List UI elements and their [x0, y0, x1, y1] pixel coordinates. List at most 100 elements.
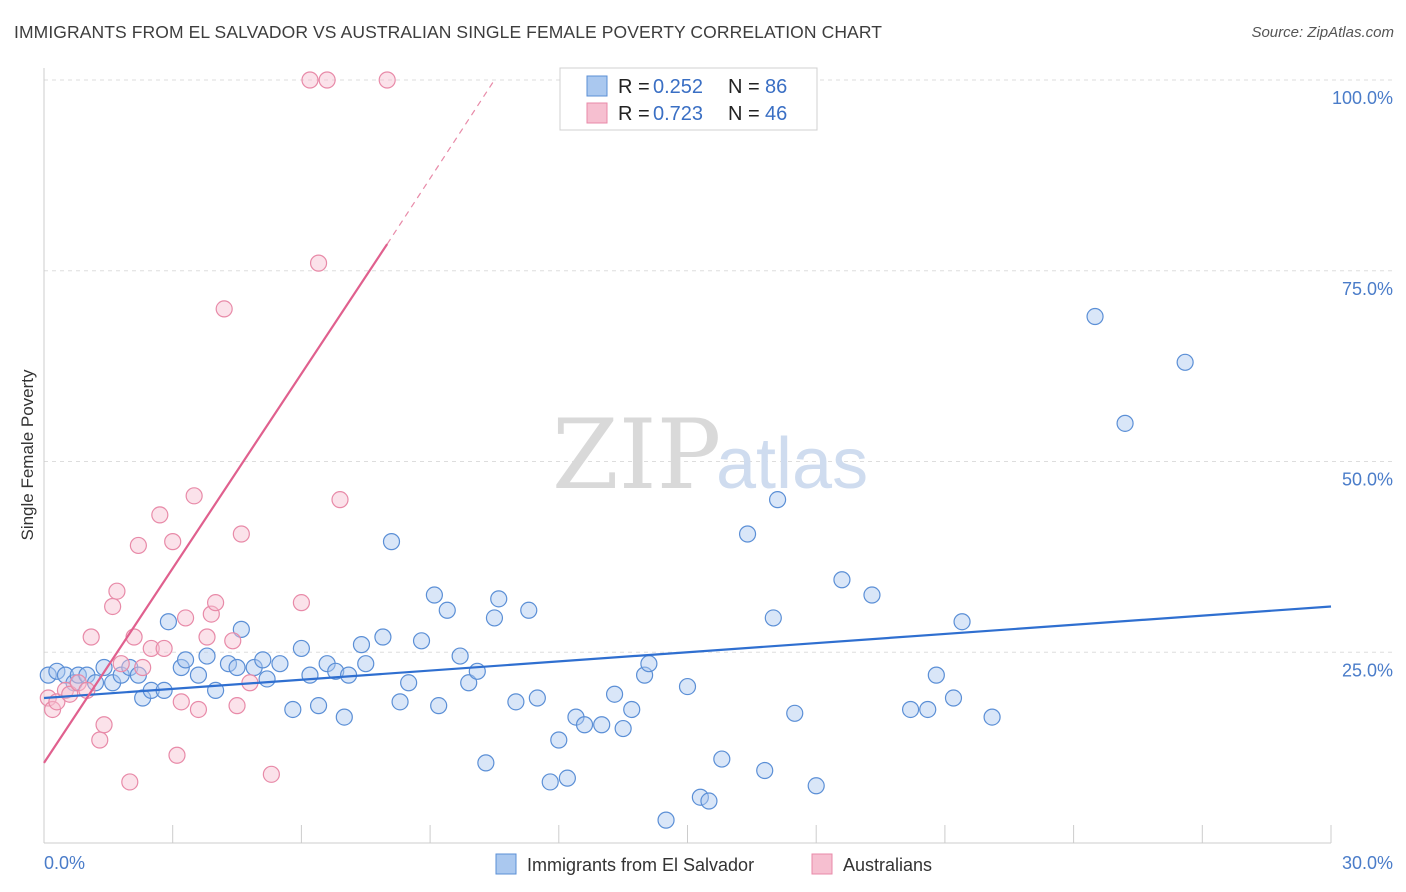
- trend-line-blue: [43, 605, 1332, 700]
- data-point: [82, 628, 100, 646]
- data-point: [983, 708, 1001, 726]
- trend-lines: [43, 79, 1332, 764]
- watermark-atlas: atlas: [716, 424, 868, 504]
- data-point: [657, 811, 675, 829]
- data-point: [391, 693, 409, 711]
- data-point: [219, 655, 238, 673]
- data-point: [258, 670, 276, 688]
- legend-n-label-blue: N =: [728, 76, 760, 98]
- data-point: [768, 491, 787, 509]
- data-point: [335, 708, 353, 726]
- bottom-legend-label-blue: Immigrants from El Salvador: [527, 855, 754, 875]
- data-point: [901, 700, 920, 719]
- data-point: [228, 697, 246, 715]
- data-point: [430, 697, 448, 715]
- series-legend: Immigrants from El Salvador Australians: [495, 853, 932, 875]
- chart-title: IMMIGRANTS FROM EL SALVADOR VS AUSTRALIA…: [14, 22, 883, 42]
- data-point: [1116, 414, 1134, 432]
- data-point: [207, 594, 225, 612]
- data-point: [528, 689, 546, 707]
- data-point: [713, 750, 731, 768]
- data-point: [520, 601, 538, 619]
- data-point: [327, 662, 345, 680]
- data-point: [623, 700, 641, 719]
- data-point: [1086, 307, 1104, 326]
- data-point: [159, 613, 178, 631]
- data-point: [39, 666, 57, 684]
- data-point: [284, 700, 302, 719]
- y-tick-label: 50.0%: [1342, 470, 1393, 490]
- data-point: [104, 597, 122, 616]
- data-point: [301, 71, 319, 89]
- y-tick-label: 75.0%: [1342, 279, 1393, 299]
- data-point: [142, 639, 160, 658]
- data-point: [451, 647, 469, 665]
- data-point: [232, 620, 250, 638]
- watermark-zip: ZIP: [552, 399, 721, 511]
- data-point: [944, 689, 963, 707]
- data-point: [112, 655, 130, 673]
- data-point: [700, 792, 718, 810]
- data-point: [228, 658, 246, 677]
- data-point: [318, 71, 336, 89]
- data-point: [477, 754, 495, 772]
- data-point: [1176, 353, 1194, 371]
- legend-r-value-blue: 0.252: [653, 76, 703, 98]
- data-point: [927, 666, 945, 684]
- data-point: [309, 697, 328, 715]
- data-point: [271, 655, 289, 673]
- data-point: [400, 674, 418, 692]
- x-minor-ticks: [172, 825, 1332, 843]
- data-point: [155, 639, 173, 658]
- data-point: [919, 700, 937, 719]
- legend-r-label-pink: R =: [618, 103, 650, 125]
- data-point: [507, 693, 525, 711]
- data-point: [558, 769, 576, 787]
- data-point: [357, 655, 375, 673]
- data-point: [232, 525, 250, 543]
- legend-r-label-blue: R =: [618, 76, 650, 98]
- data-point: [485, 609, 504, 627]
- data-point: [833, 571, 851, 589]
- legend-swatch-blue: [586, 75, 608, 97]
- data-point: [764, 609, 782, 627]
- bottom-legend-swatch-pink: [811, 853, 833, 875]
- data-point: [61, 685, 79, 703]
- data-point: [309, 254, 328, 272]
- data-point: [151, 506, 169, 524]
- data-point: [352, 636, 371, 654]
- data-point: [48, 662, 66, 680]
- x-tick-label-min: 0.0%: [44, 853, 85, 873]
- data-point: [575, 716, 594, 734]
- data-point: [640, 655, 658, 673]
- data-point: [198, 647, 216, 665]
- data-point: [185, 487, 203, 505]
- data-point: [189, 700, 208, 719]
- data-point: [425, 586, 443, 604]
- data-point: [678, 677, 697, 696]
- legend-n-value-blue: 86: [765, 76, 787, 98]
- data-point: [176, 651, 195, 669]
- data-point: [95, 716, 113, 734]
- data-point: [786, 704, 804, 722]
- data-point: [108, 582, 126, 600]
- y-tick-label: 25.0%: [1342, 660, 1393, 680]
- data-point: [807, 777, 825, 795]
- data-point: [215, 300, 233, 318]
- bottom-legend-swatch-blue: [495, 853, 517, 875]
- trend-line-pink-extension: [386, 79, 495, 245]
- data-point: [95, 658, 113, 677]
- data-point: [691, 788, 709, 806]
- data-point: [134, 658, 152, 677]
- data-point: [198, 628, 216, 646]
- data-point: [331, 491, 349, 509]
- data-point: [224, 632, 242, 650]
- data-point: [438, 601, 456, 619]
- y-tick-label: 100.0%: [1332, 88, 1393, 108]
- series-australians: [39, 71, 396, 791]
- data-point: [593, 716, 611, 734]
- legend-n-value-pink: 46: [765, 103, 787, 125]
- data-point: [953, 613, 971, 631]
- y-axis-label: Single Female Poverty: [18, 369, 37, 541]
